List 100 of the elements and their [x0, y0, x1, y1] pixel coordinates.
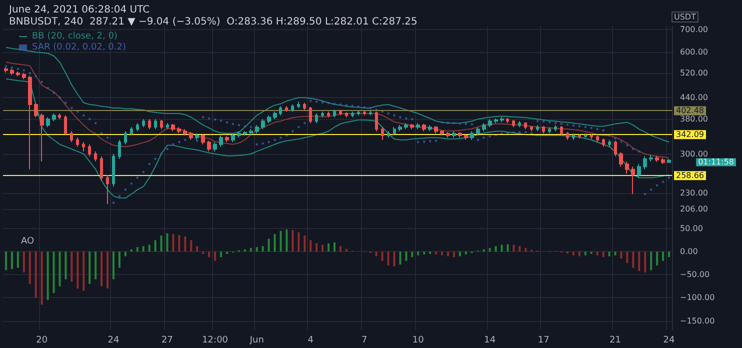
bar [393, 252, 396, 266]
candlestick [213, 142, 217, 152]
legend-label: BB (20, close, 2, 0) [32, 32, 118, 42]
candlestick [76, 137, 79, 148]
y-tick-label: 230.00 [680, 188, 708, 198]
candlestick [297, 101, 300, 109]
bar [76, 252, 79, 289]
bar [387, 252, 390, 266]
ref-line-label: 342.09 [676, 130, 704, 140]
bar [381, 252, 384, 261]
x-tick-label: 14 [484, 336, 496, 346]
candlestick [518, 120, 521, 128]
y-tick-label: 206.00 [680, 204, 708, 214]
candlestick [446, 132, 450, 138]
candlestick [82, 142, 85, 152]
bar [190, 240, 192, 252]
candlestick [279, 106, 282, 116]
candlestick [225, 136, 229, 143]
bar [494, 246, 497, 252]
candlestick [255, 124, 259, 134]
text: 01:11:58 [698, 158, 734, 167]
candlestick [476, 126, 480, 136]
y-tick-label: −100.00 [680, 293, 715, 302]
candlestick [94, 150, 97, 162]
candlestick [124, 130, 127, 145]
bar [304, 236, 306, 252]
ref-line-label: 258.66 [676, 171, 704, 180]
candlestick [596, 134, 599, 143]
bar [112, 252, 115, 280]
bar [88, 252, 91, 284]
bar [220, 252, 222, 258]
bar [458, 252, 461, 256]
bar [608, 252, 610, 256]
bar [650, 252, 652, 270]
bar [626, 252, 628, 264]
bar [572, 252, 574, 256]
bar [166, 233, 168, 252]
candlestick [309, 106, 312, 124]
candlestick [608, 139, 611, 148]
bar [656, 252, 658, 266]
x-tick-label: 27 [162, 336, 173, 346]
candlestick [130, 126, 133, 136]
candlestick [494, 118, 498, 124]
x-tick-label: 20 [36, 336, 48, 346]
candlestick [590, 134, 593, 140]
candlestick [369, 110, 372, 116]
candlestick [219, 134, 223, 148]
candlestick [273, 111, 277, 120]
candlestick [207, 140, 211, 152]
bar [518, 246, 521, 252]
candlestick [171, 123, 175, 132]
candlestick [351, 111, 354, 118]
candlestick [536, 124, 539, 132]
bar [28, 252, 31, 284]
candlestick [560, 126, 563, 136]
candlestick [118, 139, 121, 160]
candlestick [345, 112, 348, 118]
candlestick [34, 102, 38, 118]
bar [82, 252, 85, 291]
candlestick [578, 134, 581, 140]
chart-subtitle: BNBUSDT, 240 287.21 ▼ −9.04 (−3.05%) O:283.36 H:289.50 L:282.01 C:287.25 [9, 16, 418, 28]
candlestick [482, 122, 486, 132]
candlestick [363, 110, 366, 116]
bar [250, 248, 252, 252]
candlestick [458, 132, 462, 138]
candlestick [231, 132, 235, 143]
candlestick [643, 156, 647, 170]
candlestick [100, 156, 103, 182]
bar [100, 252, 103, 286]
candlestick [566, 132, 569, 140]
bar [70, 252, 73, 282]
candlestick [602, 138, 605, 148]
candlestick [416, 122, 420, 130]
candlestick [160, 119, 163, 130]
bar [172, 234, 174, 252]
y-axis-title: USDT [674, 12, 696, 22]
x-tick-label: 24 [108, 336, 120, 346]
x-tick-label: 12:00 [202, 336, 228, 346]
x-tick-label: 21 [610, 336, 621, 346]
bar [602, 252, 604, 258]
bar [46, 252, 49, 300]
y-tick-label: 50.00 [680, 224, 703, 234]
bar [524, 248, 527, 252]
candlestick [661, 157, 665, 164]
bar [124, 252, 126, 256]
bar [614, 252, 616, 256]
candlestick [637, 163, 641, 178]
bar [94, 252, 97, 280]
bar [286, 230, 288, 252]
bar [148, 244, 150, 252]
candlestick [506, 118, 509, 124]
candlestick [452, 130, 456, 138]
bar [399, 252, 402, 265]
candlestick [339, 109, 342, 116]
bar [500, 244, 503, 252]
ref-line-label: 402.48 [676, 106, 704, 116]
candlestick [291, 104, 294, 112]
bar [58, 252, 61, 286]
bar [620, 252, 622, 259]
y-tick-label: 0.00 [680, 247, 698, 256]
